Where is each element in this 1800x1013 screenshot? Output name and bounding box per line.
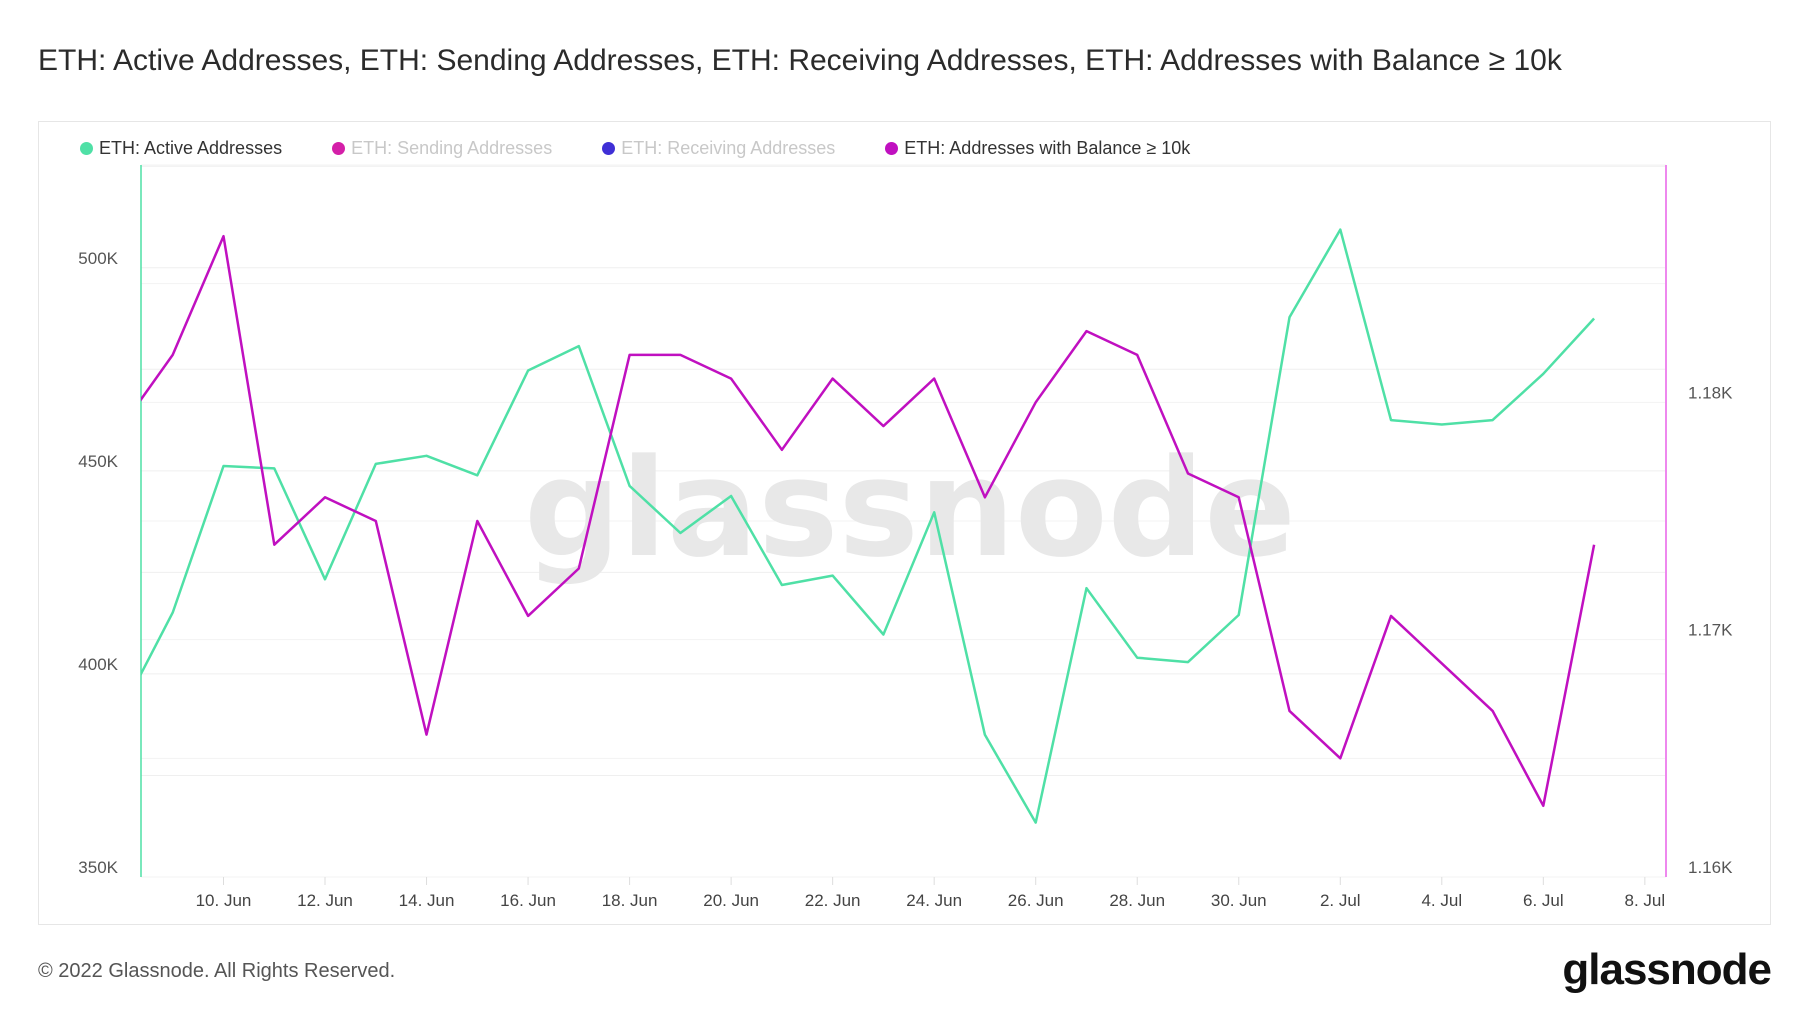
legend-dot-icon	[80, 142, 93, 155]
legend-dot-icon	[332, 142, 346, 155]
x-tick-label: 28. Jun	[1109, 891, 1165, 910]
legend-dot-icon	[602, 142, 616, 155]
y-left-tick-label: 400K	[78, 655, 118, 674]
legend-label: ETH: Sending Addresses	[351, 138, 553, 158]
y-right-tick-label: 1.17K	[1688, 621, 1733, 640]
legend-item-active-addresses[interactable]: ETH: Active Addresses	[80, 138, 282, 159]
x-tick-label: 26. Jun	[1008, 891, 1064, 910]
x-tick-label: 12. Jun	[297, 891, 353, 910]
y-left-tick-label: 350K	[78, 858, 118, 877]
legend-item-receiving-addresses[interactable]: ETH: Receiving Addresses	[602, 138, 835, 159]
copyright: © 2022 Glassnode. All Rights Reserved.	[38, 960, 396, 982]
x-tick-label: 14. Jun	[399, 891, 455, 910]
legend-label: ETH: Receiving Addresses	[621, 138, 836, 158]
legend-label: ETH: Addresses with Balance ≥ 10k	[904, 138, 1191, 158]
y-right-tick-label: 1.16K	[1688, 858, 1733, 877]
x-tick-label: 8. Jul	[1625, 891, 1666, 910]
legend-item-balance-10k[interactable]: ETH: Addresses with Balance ≥ 10k	[885, 138, 1190, 159]
x-tick-label: 4. Jul	[1421, 891, 1462, 910]
x-tick-label: 2. Jul	[1320, 891, 1361, 910]
legend-dot-icon	[885, 142, 899, 155]
legend-item-sending-addresses[interactable]: ETH: Sending Addresses	[332, 138, 552, 159]
x-tick-label: 10. Jun	[196, 891, 252, 910]
y-right-tick-label: 1.18K	[1688, 383, 1733, 402]
x-tick-label: 6. Jul	[1523, 891, 1564, 910]
y-left-tick-label: 450K	[78, 452, 118, 471]
chart-frame	[38, 121, 1771, 925]
glassnode-logo: glassnode	[1562, 945, 1772, 994]
x-tick-label: 16. Jun	[500, 891, 556, 910]
series-line-balance-10k	[141, 234, 1596, 808]
x-tick-label: 18. Jun	[602, 891, 658, 910]
chart-title: ETH: Active Addresses, ETH: Sending Addr…	[38, 44, 1562, 77]
legend: ETH: Active Addresses ETH: Sending Addre…	[80, 138, 1190, 159]
x-tick-label: 22. Jun	[805, 891, 861, 910]
series-line-active-addresses	[141, 228, 1596, 824]
x-tick-label: 24. Jun	[906, 891, 962, 910]
x-tick-label: 20. Jun	[703, 891, 759, 910]
x-tick-label: 30. Jun	[1211, 891, 1267, 910]
y-left-tick-label: 500K	[78, 249, 118, 268]
legend-label: ETH: Active Addresses	[99, 138, 283, 158]
